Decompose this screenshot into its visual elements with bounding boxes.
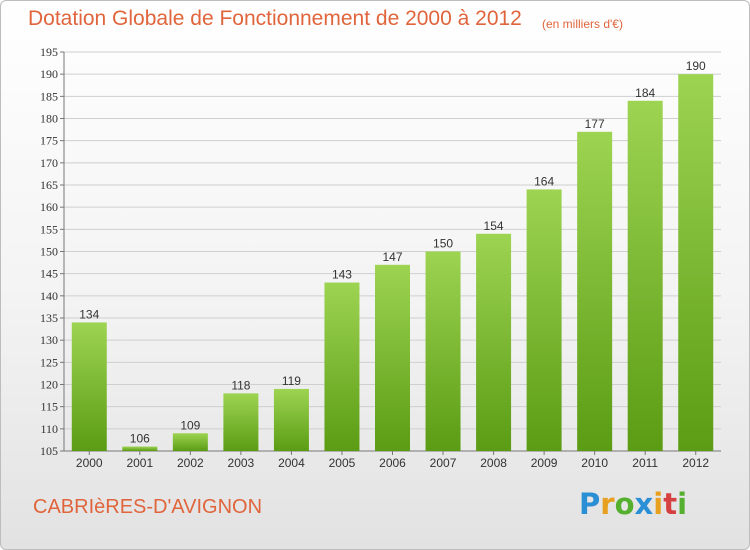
bar-value-label: 147 [382,250,402,264]
x-tick-label: 2001 [126,456,153,470]
logo-letter: x [634,487,654,521]
bar [526,189,562,451]
logo-letter: i [677,487,688,521]
bar [627,100,663,452]
bar [122,446,158,451]
x-tick-label: 2010 [581,456,608,470]
bar-value-label: 106 [130,432,150,446]
bar-value-label: 118 [231,378,250,392]
x-tick-label: 2011 [632,456,658,470]
commune-name: CABRIèRES-D'AVIGNON [33,496,263,518]
y-tick-label: 195 [40,45,58,59]
logo-letter: t [663,487,678,521]
y-tick-label: 180 [40,112,58,126]
y-tick-label: 135 [40,311,58,325]
y-tick-label: 105 [40,444,58,458]
bar-value-label: 134 [79,307,99,321]
x-tick-label: 2007 [430,456,457,470]
y-tick-label: 125 [40,355,58,369]
logo-letter: o [614,487,635,521]
y-tick-label: 145 [40,267,58,281]
x-tick-label: 2008 [480,456,507,470]
bar [273,388,309,451]
chart-title: Dotation Globale de Fonctionnement de 20… [28,7,522,30]
bar-value-label: 154 [484,219,504,233]
bar [223,393,259,451]
bar [71,322,107,451]
x-tick-label: 2009 [531,456,558,470]
unit-note: (en milliers d'€) [542,17,623,31]
y-tick-label: 185 [40,89,58,103]
bar-value-label: 109 [180,418,200,432]
bars: 134 106 109 118 119 143 147 150 154 164 177 184 190 [71,59,714,452]
bar-value-label: 143 [332,268,352,282]
y-tick-label: 150 [40,245,58,259]
x-tick-label: 2005 [329,456,356,470]
x-tick-label: 2004 [278,456,305,470]
logo-letter: i [653,487,664,521]
y-tick-label: 165 [40,178,58,192]
bar [577,131,613,452]
bar [375,264,410,451]
proxiti-logo: Proxiti [579,487,687,521]
bar-value-label: 177 [585,117,605,131]
y-tick-label: 175 [40,134,58,148]
bar-value-label: 184 [635,86,655,100]
logo-letter: r [600,487,615,521]
y-tick-label: 140 [40,289,58,303]
bar [172,433,208,451]
bar [678,74,714,452]
x-axis-labels: 2000 2001 2002 2003 2004 2005 2006 2007 2008 2009… [76,451,709,470]
y-tick-label: 190 [40,67,58,81]
y-tick-label: 120 [40,378,58,392]
x-tick-label: 2002 [177,456,204,470]
bar [425,251,461,451]
bar [324,282,360,451]
y-tick-label: 160 [40,200,58,214]
bar-value-label: 190 [686,59,706,73]
y-tick-label: 155 [40,222,58,236]
y-tick-label: 115 [40,400,58,414]
x-tick-label: 2000 [76,456,103,470]
bar-value-label: 150 [433,237,453,251]
y-tick-label: 170 [40,156,58,170]
x-tick-label: 2012 [682,456,709,470]
logo-letter: P [579,487,601,521]
x-tick-label: 2003 [228,456,255,470]
y-tick-label: 110 [40,422,58,436]
bar [476,233,512,451]
y-tick-label: 130 [40,333,58,347]
x-tick-label: 2006 [379,456,406,470]
bar-value-label: 164 [534,174,554,188]
bar-value-label: 119 [282,374,301,388]
